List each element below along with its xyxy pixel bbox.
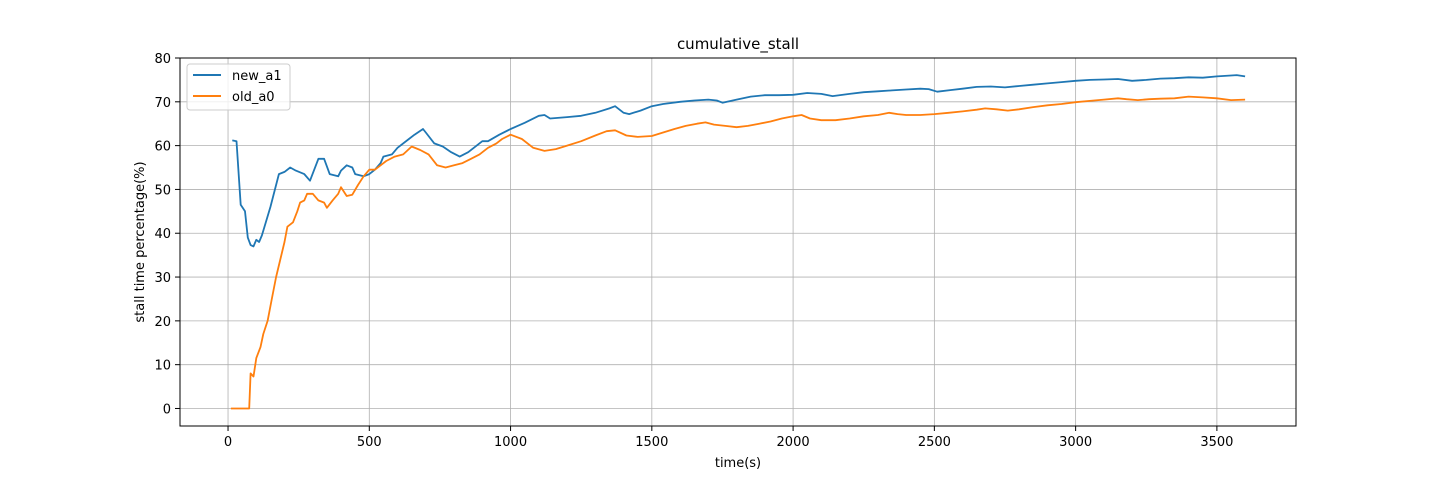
axis-ticks: 0 500 1000 1500 2000 2500 3000 3500 0 10 20 30 40 50 6…: [154, 52, 1233, 450]
legend-label-old-a0: old_a0: [232, 90, 275, 105]
x-tick-label: 500: [357, 435, 382, 450]
y-tick-label: 0: [163, 402, 171, 417]
y-axis-label: stall time percentage(%): [133, 161, 148, 322]
y-tick-label: 70: [154, 96, 171, 111]
y-tick-label: 20: [154, 315, 171, 330]
y-tick-label: 50: [154, 183, 171, 198]
legend: new_a1 old_a0: [186, 63, 291, 111]
y-tick-label: 80: [154, 52, 171, 67]
x-tick-label: 1500: [635, 435, 668, 450]
legend-label-new-a1: new_a1: [232, 69, 282, 84]
y-tick-label: 30: [154, 271, 171, 286]
x-tick-label: 3500: [1200, 435, 1233, 450]
plot-frame: [179, 57, 1297, 427]
y-tick-label: 10: [154, 359, 171, 374]
x-tick-label: 2500: [918, 435, 951, 450]
series-line-old-a0: [230, 95, 1246, 410]
x-tick-label: 2000: [777, 435, 810, 450]
x-tick-label: 3000: [1059, 435, 1092, 450]
x-tick-label: 0: [224, 435, 232, 450]
series-lines: [230, 74, 1246, 410]
series-line-new-a1: [232, 74, 1246, 248]
x-axis-label: time(s): [715, 456, 761, 471]
chart-title: cumulative_stall: [677, 35, 799, 54]
y-tick-label: 40: [154, 227, 171, 242]
y-tick-label: 60: [154, 140, 171, 155]
x-tick-label: 1000: [494, 435, 527, 450]
grid-lines: [180, 57, 1296, 426]
